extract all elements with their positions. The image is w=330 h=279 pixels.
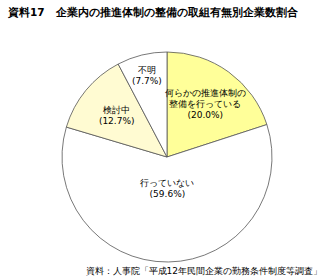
slice-label-line: 検討中 bbox=[103, 105, 130, 115]
data-label: (59.6%) bbox=[150, 189, 186, 199]
chart: 資料17 企業内の推進体制の整備の取組有無別企業数割合何らかの推進体制の整備を行… bbox=[0, 0, 330, 279]
slice-label-line: 行っていない bbox=[140, 178, 194, 188]
data-label: (7.7%) bbox=[132, 76, 162, 86]
slice-label-line: 不明 bbox=[138, 65, 156, 75]
slice-label: 行っていない bbox=[140, 178, 194, 188]
slice-label: 不明 bbox=[138, 65, 156, 75]
source: 資料：人事院「平成12年民間企業の勤務条件制度等調査」 bbox=[86, 266, 322, 276]
slice-label: 何らかの推進体制の整備を行っている bbox=[165, 88, 246, 109]
title: 資料17 企業内の推進体制の整備の取組有無別企業数割合 bbox=[7, 6, 298, 19]
data-label: (20.0%) bbox=[187, 110, 223, 120]
slice-label-line: 何らかの推進体制の bbox=[165, 88, 246, 98]
slices bbox=[62, 52, 272, 262]
slice-label: 検討中 bbox=[103, 105, 130, 115]
slice-label-line: 整備を行っている bbox=[169, 99, 241, 109]
data-label: (12.7%) bbox=[99, 116, 135, 126]
